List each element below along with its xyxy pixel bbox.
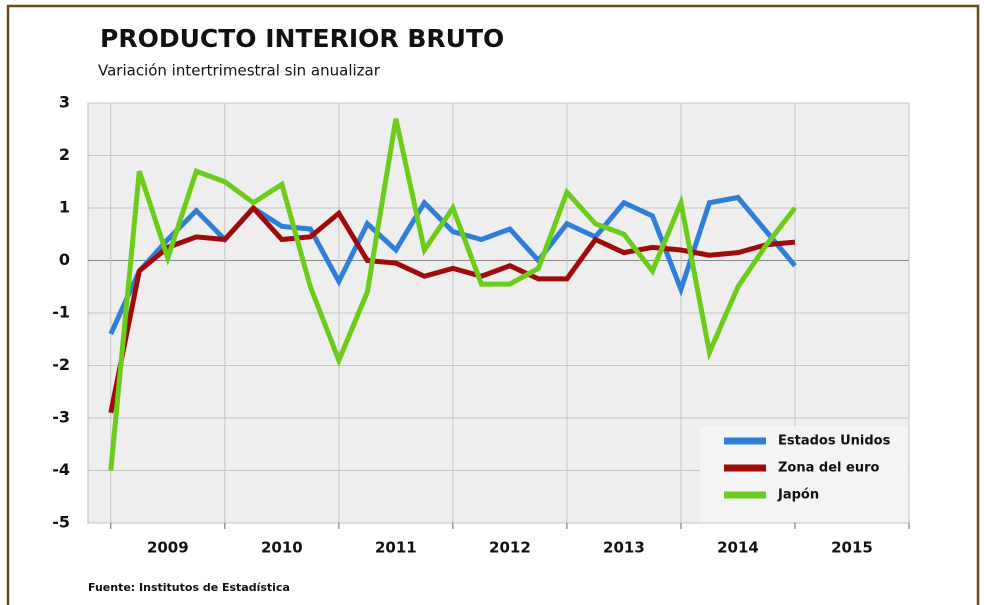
x-tick-label: 2015	[831, 539, 873, 557]
y-tick-label: 3	[59, 93, 70, 112]
legend-label: Japón	[777, 488, 819, 503]
source: Fuente: Institutos de Estadística	[88, 581, 290, 594]
legend-label: Zona del euro	[778, 461, 879, 476]
series-line	[108, 204, 796, 414]
y-tick-label: 2	[59, 145, 70, 164]
x-tick-label: 2010	[261, 539, 303, 557]
legend-label: Estados Unidos	[778, 434, 891, 449]
y-tick-label: -4	[52, 460, 70, 479]
x-tick-label: 2014	[717, 539, 759, 557]
x-tick-label: 2009	[147, 539, 189, 557]
series-line	[108, 118, 797, 471]
y-tick-label: -5	[52, 513, 70, 532]
x-tick-label: 2011	[375, 539, 417, 557]
x-tick-label: 2013	[603, 539, 645, 557]
y-tick-label: -1	[52, 303, 70, 322]
y-tick-label: 1	[59, 198, 70, 217]
y-tick-label: -3	[52, 408, 70, 427]
y-tick-label: -2	[52, 355, 70, 374]
chart-subtitle: Variación intertrimestral sin anualizar	[98, 62, 381, 80]
x-tick-label: 2012	[489, 539, 531, 557]
y-tick-label: 0	[59, 250, 70, 269]
chart-title: PRODUCTO INTERIOR BRUTO	[100, 24, 504, 53]
